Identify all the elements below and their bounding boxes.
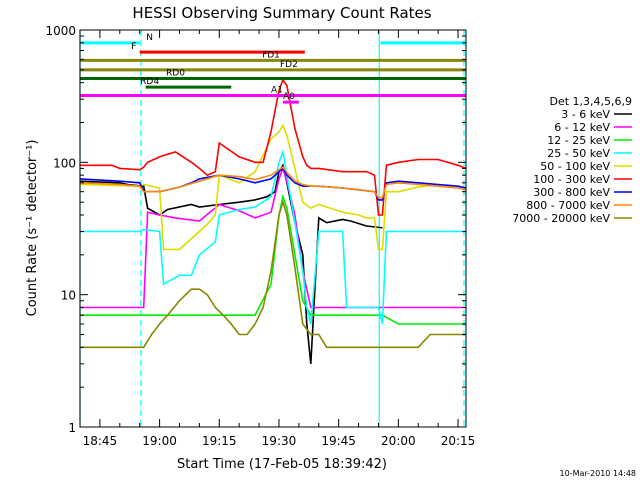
legend-entry-7: 800 - 7000 keV bbox=[526, 199, 610, 212]
plot-frame bbox=[79, 29, 467, 428]
annotation-label-2: F bbox=[131, 42, 136, 52]
x-tick-label-0: 18:45 bbox=[83, 434, 118, 448]
annotation-label-7: A1 bbox=[271, 85, 283, 95]
series-line-0 bbox=[80, 163, 383, 364]
legend-entry-3: 25 - 50 keV bbox=[547, 147, 610, 160]
annotation-label-0: N bbox=[146, 33, 153, 43]
legend-entry-2: 12 - 25 keV bbox=[547, 134, 610, 147]
series-line-2 bbox=[80, 193, 466, 325]
series-line-5 bbox=[80, 78, 466, 216]
y-tick-label-3: 1000 bbox=[45, 24, 76, 38]
legend-entry-4: 50 - 100 keV bbox=[540, 160, 610, 173]
x-tick-label-5: 20:00 bbox=[381, 434, 416, 448]
annotation-label-3: FD1 bbox=[262, 50, 280, 60]
legend-title: Det 1,3,4,5,6,9 bbox=[549, 95, 632, 108]
legend-entry-0: 3 - 6 keV bbox=[561, 108, 610, 121]
x-tick-label-6: 20:15 bbox=[441, 434, 476, 448]
series-layer bbox=[80, 78, 466, 364]
legend-entry-1: 6 - 12 keV bbox=[554, 121, 610, 134]
y-tick-label-1: 10 bbox=[61, 289, 76, 303]
series-line-4 bbox=[80, 123, 466, 251]
x-axis-label: Start Time (17-Feb-05 18:39:42) bbox=[177, 457, 387, 472]
y-tick-label-0: 1 bbox=[68, 421, 76, 435]
annotation-label-6: RD4 bbox=[140, 77, 159, 87]
timestamp: 10-Mar-2010 14:48 bbox=[560, 469, 637, 478]
x-tick-label-4: 19:45 bbox=[321, 434, 356, 448]
chart-title: HESSI Observing Summary Count Rates bbox=[132, 4, 431, 22]
series-line-7 bbox=[80, 166, 466, 199]
y-tick-label-2: 100 bbox=[53, 156, 76, 170]
annotation-label-4: FD2 bbox=[280, 60, 298, 70]
x-tick-label-2: 19:15 bbox=[202, 434, 237, 448]
legend-entry-8: 7000 - 20000 keV bbox=[512, 212, 610, 225]
legend-entry-6: 300 - 800 keV bbox=[533, 186, 610, 199]
annotation-label-8: A0 bbox=[283, 92, 295, 102]
annotation-label-5: RD0 bbox=[166, 69, 185, 79]
series-line-3 bbox=[80, 148, 466, 325]
x-tick-label-1: 19:00 bbox=[142, 434, 177, 448]
axes: 18:45 19:00 19:15 19:30 19:45 20:00 20:15 1 10 10… bbox=[45, 24, 475, 448]
legend-entry-5: 100 - 300 keV bbox=[533, 173, 610, 186]
x-tick-label-3: 19:30 bbox=[262, 434, 297, 448]
series-line-8 bbox=[80, 199, 466, 349]
y-axis-label: Count Rate (s⁻¹ detector⁻¹) bbox=[25, 140, 40, 317]
